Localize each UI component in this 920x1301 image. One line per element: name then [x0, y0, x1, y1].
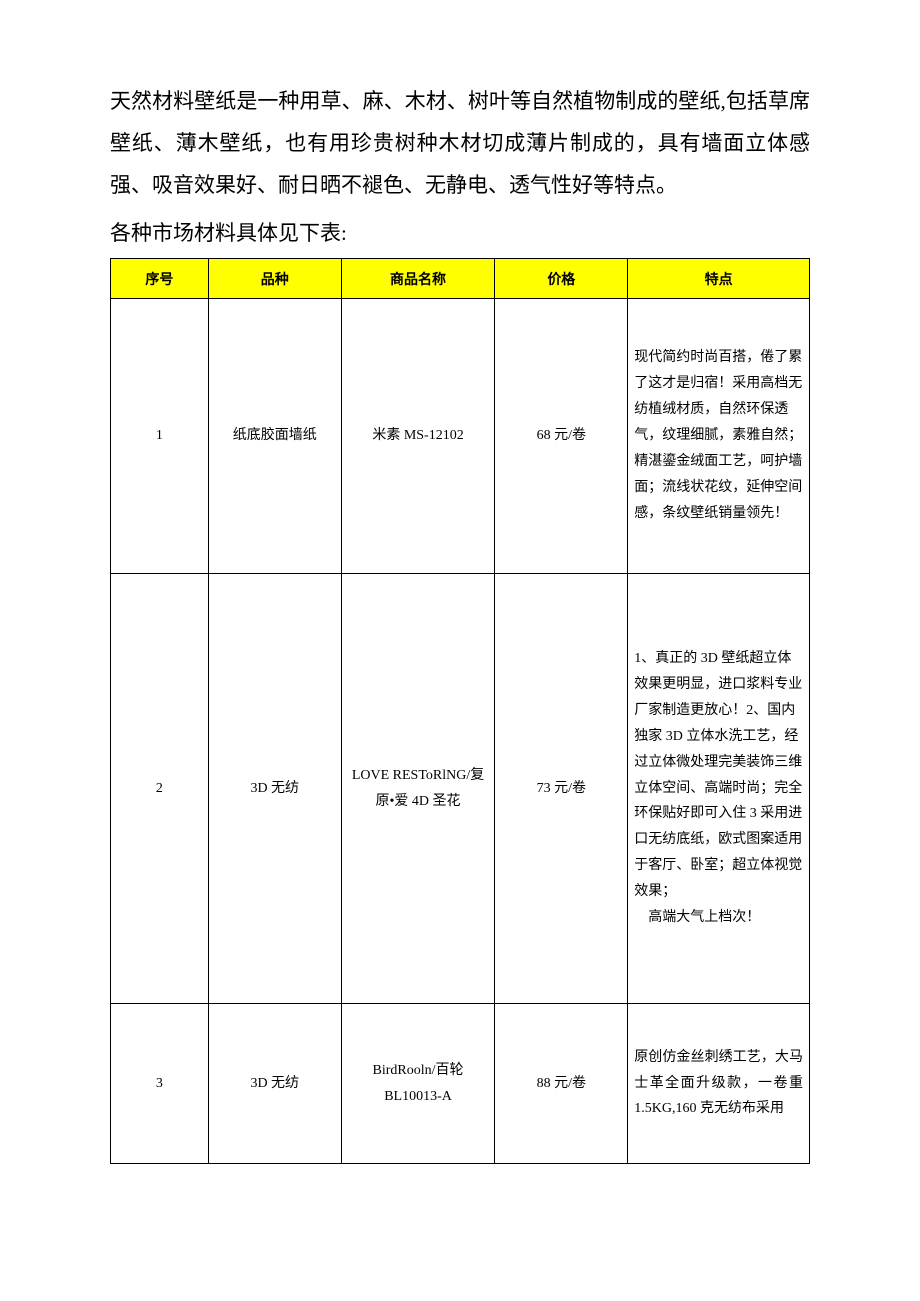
- cell-type: 3D 无纺: [208, 574, 341, 1004]
- feature-tail-text: 高端大气上档次！: [634, 905, 803, 931]
- cell-name: BirdRooln/百轮BL10013-A: [341, 1004, 495, 1164]
- table-row: 2 3D 无纺 LOVE RESToRlNG/复原•爱 4D 圣花 73 元/卷…: [111, 574, 810, 1004]
- feature-main-text: 1、真正的 3D 壁纸超立体效果更明显，进口浆料专业厂家制造更放心！2、国内独家…: [634, 651, 802, 899]
- table-row: 3 3D 无纺 BirdRooln/百轮BL10013-A 88 元/卷 原创仿…: [111, 1004, 810, 1164]
- cell-feature: 1、真正的 3D 壁纸超立体效果更明显，进口浆料专业厂家制造更放心！2、国内独家…: [628, 574, 810, 1004]
- cell-price: 73 元/卷: [495, 574, 628, 1004]
- cell-index: 1: [111, 299, 209, 574]
- cell-price: 68 元/卷: [495, 299, 628, 574]
- table-row: 1 纸底胶面墙纸 米素 MS-12102 68 元/卷 现代简约时尚百搭，倦了累…: [111, 299, 810, 574]
- cell-feature: 原创仿金丝刺绣工艺，大马士革全面升级款，一卷重1.5KG,160 克无纺布采用: [628, 1004, 810, 1164]
- intro-paragraph: 天然材料壁纸是一种用草、麻、木材、树叶等自然植物制成的壁纸,包括草席壁纸、薄木壁…: [110, 80, 810, 206]
- cell-price: 88 元/卷: [495, 1004, 628, 1164]
- col-header-name: 商品名称: [341, 259, 495, 299]
- cell-index: 2: [111, 574, 209, 1004]
- table-header-row: 序号 品种 商品名称 价格 特点: [111, 259, 810, 299]
- col-header-price: 价格: [495, 259, 628, 299]
- col-header-type: 品种: [208, 259, 341, 299]
- cell-type: 3D 无纺: [208, 1004, 341, 1164]
- materials-table: 序号 品种 商品名称 价格 特点 1 纸底胶面墙纸 米素 MS-12102 68…: [110, 258, 810, 1164]
- cell-feature: 现代简约时尚百搭，倦了累了这才是归宿！采用高档无纺植绒材质，自然环保透气，纹理细…: [628, 299, 810, 574]
- cell-name: LOVE RESToRlNG/复原•爱 4D 圣花: [341, 574, 495, 1004]
- cell-index: 3: [111, 1004, 209, 1164]
- cell-type: 纸底胶面墙纸: [208, 299, 341, 574]
- col-header-index: 序号: [111, 259, 209, 299]
- col-header-feature: 特点: [628, 259, 810, 299]
- table-intro-text: 各种市场材料具体见下表:: [110, 212, 810, 254]
- cell-name: 米素 MS-12102: [341, 299, 495, 574]
